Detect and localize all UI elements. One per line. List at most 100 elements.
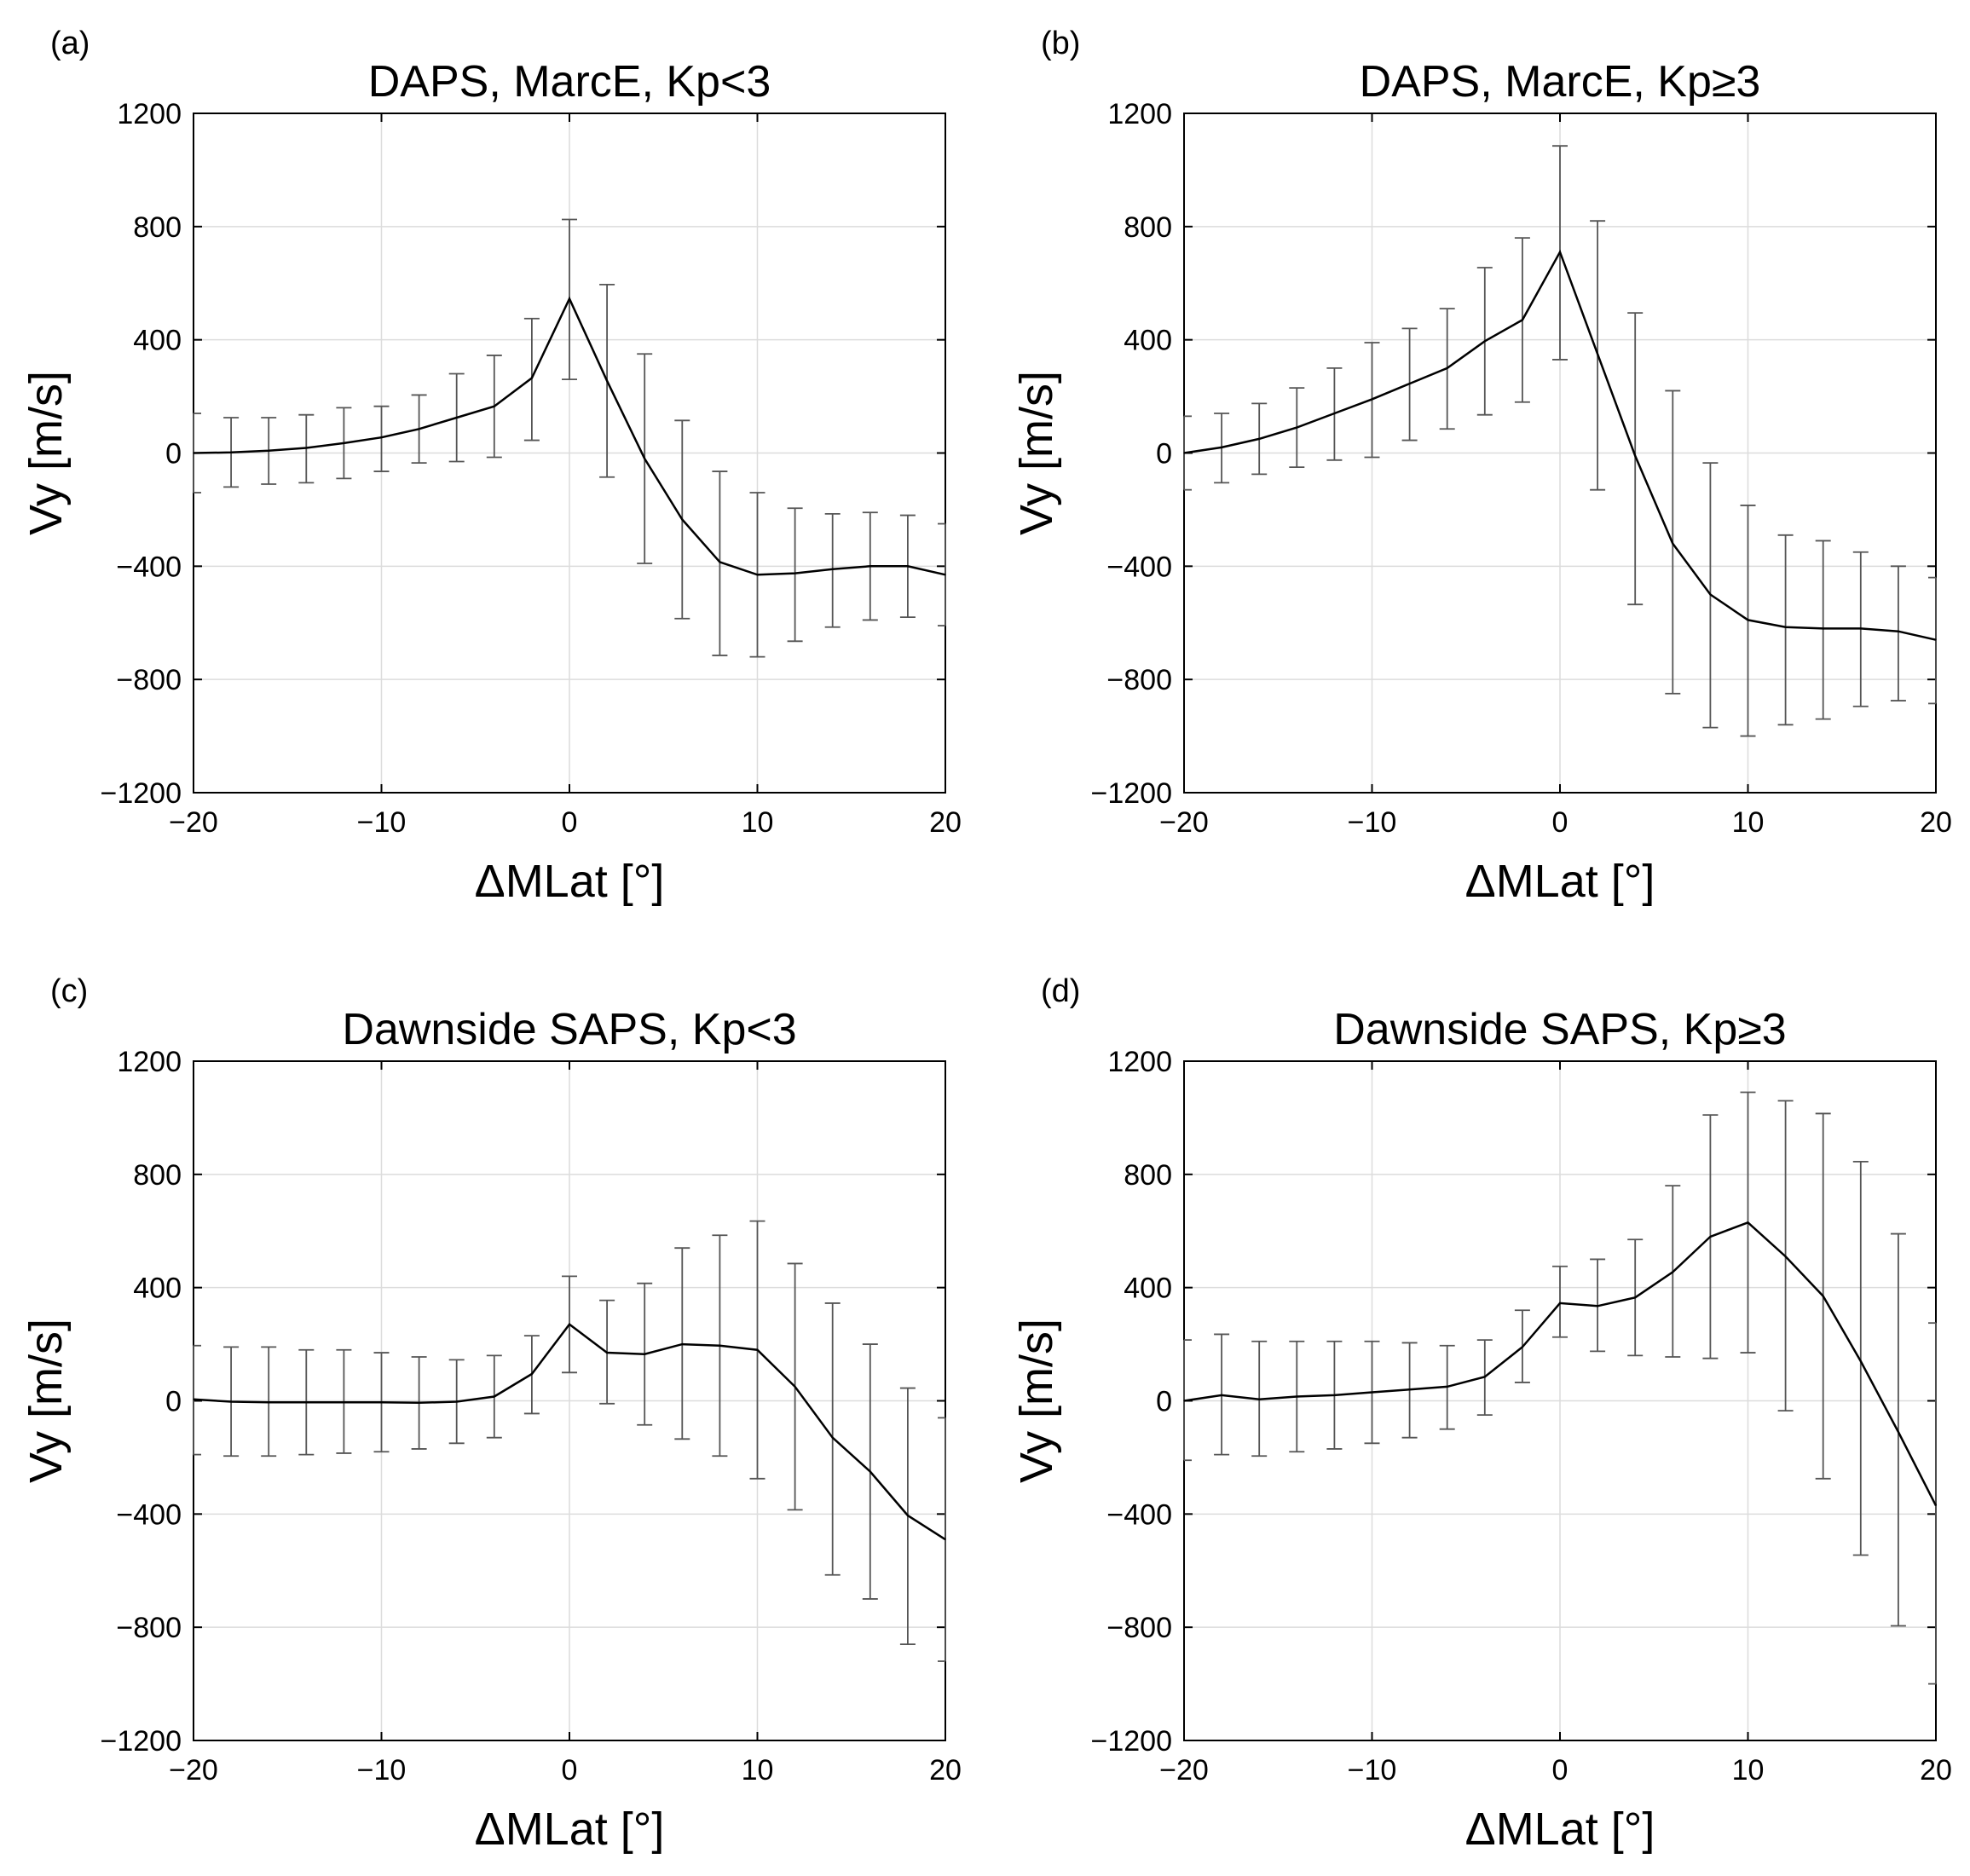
data-point [1634, 455, 1636, 457]
data-point [569, 298, 570, 300]
panel-b: −20 −10 0 10 20 −1200 −800 −400 0 400 800 1200 (b) DA… [1011, 26, 1952, 907]
y-tick-label: −400 [116, 1498, 182, 1531]
y-tick-label: −800 [1106, 664, 1172, 696]
error-bar [1852, 1160, 1869, 1556]
chart-title: DAPS, MarcE, Kp≥3 [1360, 57, 1761, 107]
chart-title: DAPS, MarcE, Kp<3 [368, 57, 771, 107]
chart-title: Dawnside SAPS, Kp<3 [342, 1005, 796, 1054]
data-point [1409, 1388, 1411, 1390]
error-bar [787, 507, 803, 643]
data-point [230, 1400, 232, 1402]
error-bar [1928, 576, 1937, 705]
x-tick-label: 10 [1732, 1754, 1765, 1787]
error-bar [1777, 534, 1794, 726]
data-point [305, 1401, 307, 1403]
error-bar [824, 512, 841, 628]
error-bar [1815, 540, 1831, 720]
x-tick-label: −20 [169, 806, 218, 839]
error-bar [1890, 565, 1906, 701]
error-bar [523, 317, 540, 442]
x-axis-label: ΔMLat [°] [1465, 1804, 1655, 1855]
data-point [757, 574, 758, 575]
data-point [945, 1538, 946, 1540]
data-point [1484, 340, 1486, 342]
data-point [1559, 251, 1561, 253]
y-tick-label: 800 [1124, 211, 1172, 244]
x-tick-label: 0 [1552, 806, 1568, 839]
x-tick-label: 10 [742, 1754, 774, 1787]
data-point [719, 1345, 720, 1347]
panel-label: (c) [50, 973, 88, 1009]
data-point [230, 452, 232, 453]
y-tick-label: −400 [116, 551, 182, 583]
y-tick-label: 0 [165, 438, 182, 470]
y-tick-label: 0 [1156, 438, 1172, 470]
x-tick-label: 10 [742, 806, 774, 839]
data-point [1258, 1399, 1260, 1400]
y-tick-label: −400 [1106, 551, 1172, 583]
data-point [1559, 1302, 1561, 1304]
data-point [1860, 1360, 1862, 1362]
data-point [569, 1324, 570, 1325]
data-point [681, 519, 683, 521]
x-tick-label: 0 [562, 1754, 578, 1787]
data-point [1597, 353, 1598, 355]
x-tick-label: 0 [562, 806, 578, 839]
data-point [832, 1437, 834, 1439]
data-point [794, 573, 796, 574]
data-point [1935, 1504, 1937, 1506]
y-tick-label: −1200 [1091, 777, 1173, 810]
y-tick-label: 400 [133, 1273, 182, 1305]
data-point [531, 1373, 533, 1375]
data-point [719, 561, 720, 563]
data-point [456, 417, 458, 418]
data-point [1672, 1271, 1673, 1273]
data-point [681, 1343, 683, 1345]
data-point [869, 1471, 871, 1473]
panel-c: −20 −10 0 10 20 −1200 −800 −400 0 400 800 1200 (c) Da… [20, 973, 962, 1855]
y-tick-label: 1200 [117, 1046, 182, 1078]
data-point [945, 574, 946, 575]
y-axis-label: Vy [m/s] [1011, 371, 1062, 535]
error-bar [1627, 312, 1644, 606]
x-tick-label: −10 [1348, 806, 1397, 839]
data-point [1785, 1255, 1787, 1257]
x-tick-label: −10 [357, 1754, 407, 1787]
error-bar [373, 405, 390, 472]
x-axis-label: ΔMLat [°] [1465, 856, 1655, 907]
y-tick-label: −800 [116, 664, 182, 696]
x-tick-label: 10 [1732, 806, 1765, 839]
y-tick-label: 1200 [117, 98, 182, 130]
data-point [757, 1349, 758, 1351]
data-point [1935, 639, 1937, 641]
data-point [305, 447, 307, 449]
y-axis-label: Vy [m/s] [1011, 1319, 1062, 1483]
data-point [1785, 626, 1787, 628]
x-tick-label: −10 [1348, 1754, 1397, 1787]
panel-label: (b) [1041, 26, 1080, 61]
data-point [1333, 413, 1335, 414]
y-tick-label: −400 [1106, 1498, 1172, 1531]
y-tick-label: −1200 [1091, 1725, 1173, 1758]
data-point [381, 436, 382, 438]
y-axis-label: Vy [m/s] [20, 371, 72, 535]
x-axis-label: ΔMLat [°] [475, 1804, 665, 1855]
data-point [907, 565, 909, 567]
x-tick-label: 20 [929, 1754, 962, 1787]
y-tick-label: −1200 [101, 777, 182, 810]
data-point [1333, 1394, 1335, 1396]
data-point [869, 565, 871, 567]
data-point [794, 1386, 796, 1388]
y-tick-label: 1200 [1107, 1046, 1172, 1078]
chart-title: Dawnside SAPS, Kp≥3 [1333, 1005, 1786, 1054]
y-tick-label: 400 [1124, 325, 1172, 357]
data-point [1709, 1236, 1711, 1238]
y-tick-label: 0 [165, 1386, 182, 1418]
error-bar [1552, 1265, 1568, 1338]
x-tick-label: −20 [169, 1754, 218, 1787]
x-tick-label: 0 [1552, 1754, 1568, 1787]
data-point [1709, 594, 1711, 596]
data-point [1634, 1296, 1636, 1298]
data-point [606, 1352, 608, 1354]
